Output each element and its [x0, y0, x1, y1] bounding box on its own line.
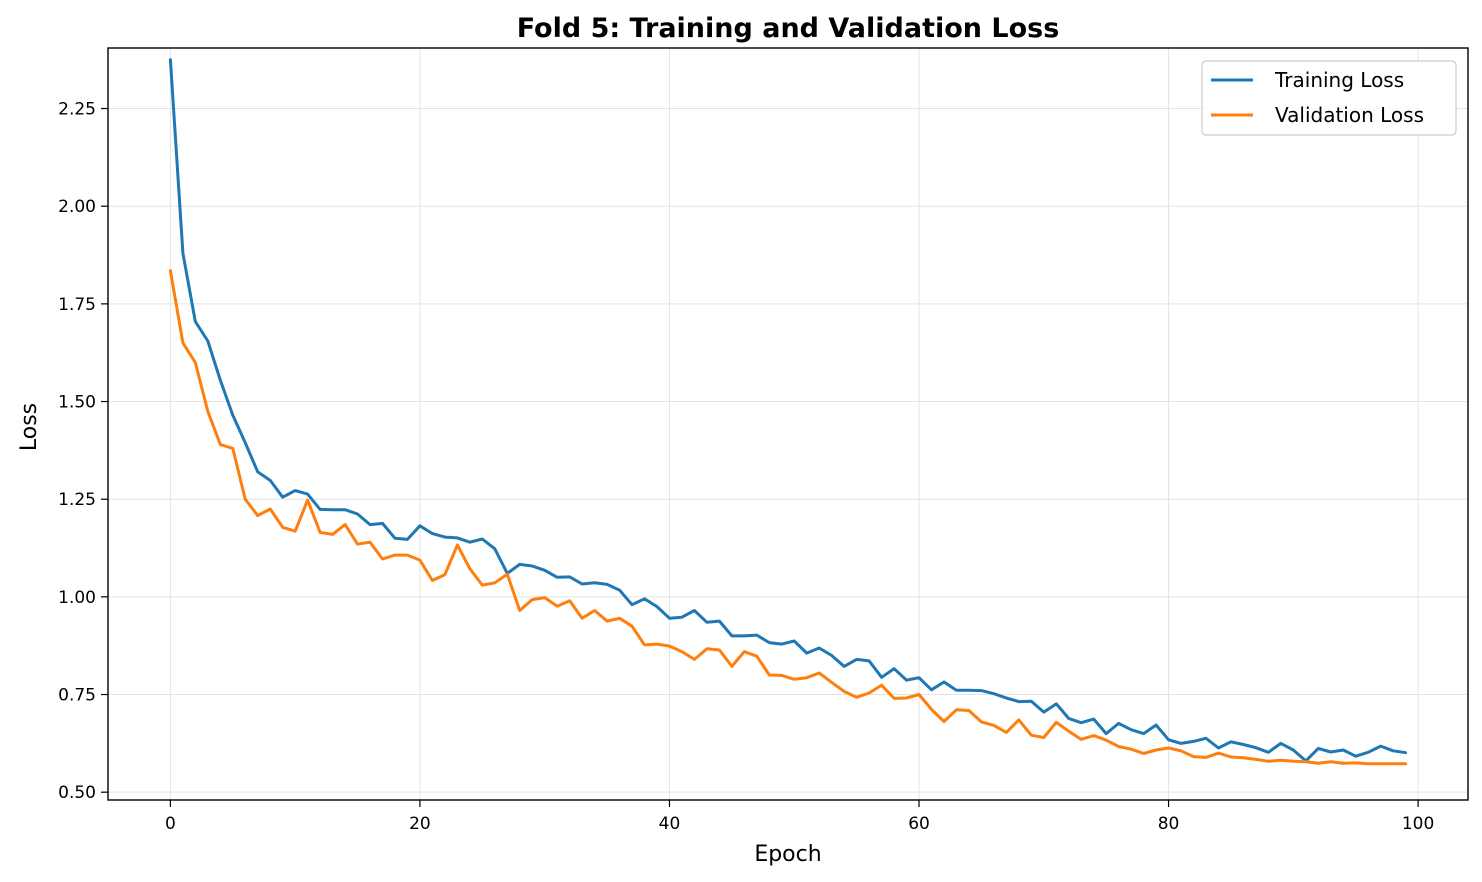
legend-label-validation-loss: Validation Loss — [1275, 103, 1424, 127]
y-tick-label: 1.75 — [58, 295, 96, 315]
x-axis-label: Epoch — [754, 842, 821, 867]
y-axis-ticks: 0.50 0.75 1.00 1.25 1.50 1.75 2.00 2.25 — [58, 100, 108, 803]
y-axis-label: Loss — [17, 403, 42, 451]
y-tick-label: 0.50 — [58, 783, 96, 803]
series-line-validation-loss — [168, 269, 1408, 766]
y-tick-label: 1.00 — [58, 588, 96, 608]
x-axis-ticks: 0 20 40 60 80 100 — [165, 800, 1434, 834]
x-tick-label: 60 — [908, 814, 930, 834]
y-tick-label: 2.00 — [58, 197, 96, 217]
x-tick-label: 20 — [409, 814, 431, 834]
y-tick-label: 0.75 — [58, 686, 96, 706]
legend-box — [1201, 60, 1457, 136]
x-tick-label: 0 — [165, 814, 176, 834]
chart-title: Fold 5: Training and Validation Loss — [517, 13, 1060, 44]
legend: Training Loss Validation Loss — [1201, 60, 1457, 136]
plot-frame — [107, 47, 1469, 801]
y-tick-label: 1.50 — [58, 393, 96, 413]
grid — [108, 48, 1468, 800]
y-tick-label: 2.25 — [58, 100, 96, 120]
x-tick-label: 100 — [1402, 814, 1434, 834]
x-tick-label: 40 — [659, 814, 681, 834]
x-tick-label: 80 — [1158, 814, 1180, 834]
series-line-training-loss — [168, 58, 1408, 763]
series-lines — [168, 58, 1408, 766]
legend-label-training-loss: Training Loss — [1274, 68, 1404, 92]
y-tick-label: 1.25 — [58, 490, 96, 510]
